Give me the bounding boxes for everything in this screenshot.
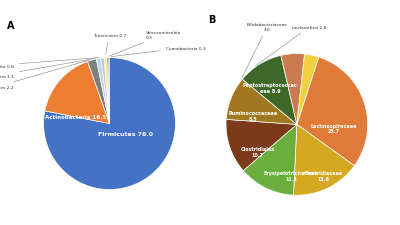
Wedge shape [108,58,110,124]
Wedge shape [101,58,110,124]
Wedge shape [297,55,319,125]
Text: Peptostreptococcac
eae 8.9: Peptostreptococcac eae 8.9 [242,83,297,94]
Text: Bacteroidetes 2.2: Bacteroidetes 2.2 [0,61,89,90]
Text: Verrucomicrobia
0.3: Verrucomicrobia 0.3 [110,31,181,57]
Wedge shape [294,125,354,195]
Text: Cyanobacteria 0.3: Cyanobacteria 0.3 [111,47,205,57]
Text: Clostridiales
10.7: Clostridiales 10.7 [241,146,275,157]
Wedge shape [44,58,176,190]
Wedge shape [45,62,110,124]
Text: Bifidobacteriaceae
4.6: Bifidobacteriaceae 4.6 [242,23,288,78]
Text: Euryarchaeota 0.8: Euryarchaeota 0.8 [0,58,99,68]
Text: Firmicutes 78.0: Firmicutes 78.0 [98,131,154,136]
Wedge shape [104,58,110,124]
Text: Proteobacteria 1.1: Proteobacteria 1.1 [0,59,95,79]
Wedge shape [88,60,110,124]
Text: Actinobacteria 16.5: Actinobacteria 16.5 [45,115,106,120]
Wedge shape [242,56,297,125]
Text: unclassified 2.8: unclassified 2.8 [255,26,327,67]
Wedge shape [281,54,304,125]
Wedge shape [226,120,297,171]
Text: Clostridiaceae
13.6: Clostridiaceae 13.6 [304,170,343,181]
Text: B: B [208,15,216,25]
Wedge shape [96,59,110,124]
Text: Erysipelotrichaceae
11.1: Erysipelotrichaceae 11.1 [264,170,318,181]
Text: A: A [7,21,15,31]
Wedge shape [107,58,110,124]
Wedge shape [297,58,368,166]
Wedge shape [226,80,297,125]
Text: Lachnospiraceae
25.7: Lachnospiraceae 25.7 [310,123,357,134]
Text: Tenericutes 0.7: Tenericutes 0.7 [93,33,126,55]
Wedge shape [243,125,297,195]
Text: Ruminococcaceae
8.5: Ruminococcaceae 8.5 [228,111,278,122]
